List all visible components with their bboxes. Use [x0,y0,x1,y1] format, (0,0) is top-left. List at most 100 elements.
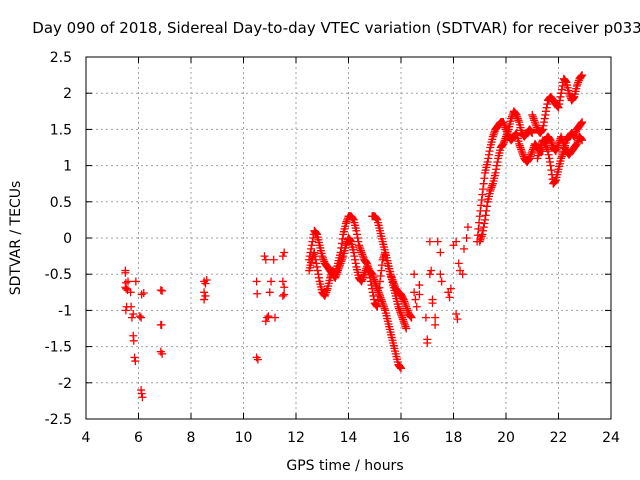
data-point [530,118,539,127]
data-point [364,268,373,277]
data-point [400,299,409,308]
data-point [411,295,420,304]
data-point [489,130,498,139]
x-tick-label: 14 [340,430,358,446]
data-point [375,283,384,292]
x-axis-label: GPS time / hours [286,458,403,474]
data-point [362,262,371,271]
data-point [559,139,568,148]
data-point [306,248,315,257]
data-point [397,364,405,373]
data-point [478,230,487,239]
data-point [532,121,541,130]
data-point [358,275,367,284]
data-point [503,129,512,138]
y-tick-label: 0.5 [50,195,72,211]
data-point [503,127,512,136]
data-point [355,243,364,252]
x-tick-label: 18 [445,430,463,446]
data-point [480,219,489,228]
data-point [390,281,399,290]
data-point [537,127,546,136]
data-point [364,266,373,275]
data-point [264,312,273,321]
data-point [395,306,404,315]
data-point [475,237,484,246]
data-point [378,299,387,308]
data-point [372,214,381,223]
data-point [528,110,537,119]
data-point [200,295,209,304]
data-point [308,237,317,246]
data-point [137,313,146,322]
data-point [379,300,388,309]
x-tick-label: 22 [550,430,568,446]
data-point [394,302,403,311]
data-point [406,311,415,320]
data-point [402,324,411,333]
data-point [577,135,586,144]
data-point [377,266,386,275]
data-point [399,317,408,326]
data-point [436,248,445,257]
point-series [410,223,472,347]
data-point [528,112,537,121]
y-tick-label: -1 [58,303,72,319]
data-point [437,277,446,286]
data-point [479,179,488,188]
data-point [318,252,327,261]
data-point [357,248,366,257]
data-point [568,94,577,103]
data-point [557,132,566,141]
point-series [368,212,416,322]
data-point [349,214,358,223]
y-tick-label: 1 [63,159,72,175]
data-point [482,206,491,215]
data-point [518,148,527,157]
y-tick-label: -1.5 [45,340,72,356]
data-point [353,230,362,239]
data-point [486,185,495,194]
data-point [356,244,365,253]
data-point [542,107,551,116]
data-point [477,195,486,204]
data-point [389,279,398,288]
data-point [377,261,386,270]
data-point [406,312,415,321]
data-point [551,176,560,185]
data-point [561,76,570,85]
data-point [353,234,362,242]
data-point [335,261,344,270]
data-point [492,165,501,174]
data-point [577,72,586,81]
y-tick-label: 0 [63,231,72,247]
data-point [387,272,396,281]
data-point [305,255,314,264]
data-point [311,228,320,237]
data-point [261,255,270,264]
data-point [475,212,484,221]
data-point [528,129,537,138]
plot-frame [85,56,612,420]
data-point [402,302,411,311]
data-point [460,244,468,253]
data-point [378,255,387,264]
data-point [546,161,555,170]
data-point [551,147,560,156]
data-point [550,177,559,186]
data-point [545,154,554,163]
data-point [332,272,341,281]
data-point [452,237,461,246]
data-point [539,121,548,130]
data-point [517,147,526,156]
data-point [334,266,342,275]
data-point [415,290,424,299]
data-point [552,145,561,154]
data-point [369,291,378,300]
data-point [528,147,537,156]
data-point [573,80,582,89]
x-tick-label: 4 [82,430,91,446]
data-point [124,277,132,286]
data-point [370,295,379,304]
data-point [346,236,355,245]
